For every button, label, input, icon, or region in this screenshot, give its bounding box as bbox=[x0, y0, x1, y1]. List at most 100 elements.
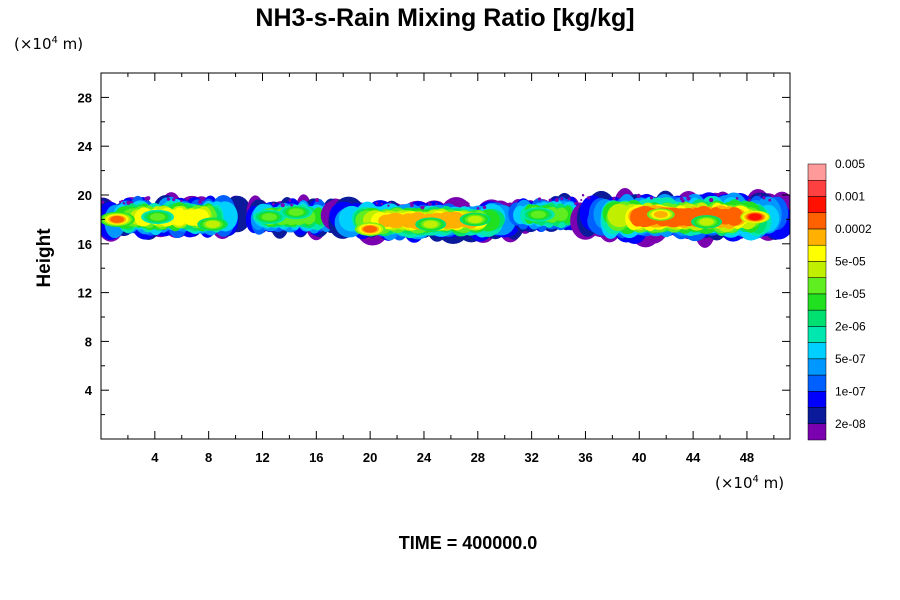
contour-speck bbox=[435, 202, 438, 205]
contour-peak bbox=[653, 210, 668, 219]
contour-peak bbox=[205, 220, 221, 228]
x-tick-label: 4 bbox=[151, 450, 159, 465]
colorbar-swatch bbox=[807, 261, 827, 278]
contour-peak bbox=[149, 213, 166, 221]
contour-speck bbox=[422, 205, 425, 208]
x-tick-label: 20 bbox=[363, 450, 377, 465]
x-unit-label: (×104 m) bbox=[715, 474, 784, 492]
colorbar-swatch bbox=[807, 244, 827, 262]
y-axis-label: Height bbox=[34, 228, 55, 288]
colorbar-swatch bbox=[807, 358, 827, 376]
contour-speck bbox=[775, 193, 779, 197]
contour-blob bbox=[554, 207, 568, 221]
colorbar-swatch bbox=[807, 179, 827, 197]
contour-speck bbox=[581, 193, 585, 197]
colorbar-swatch bbox=[807, 391, 827, 408]
contour-speck bbox=[315, 198, 320, 203]
colorbar-swatch bbox=[807, 326, 827, 343]
contour-speck bbox=[280, 203, 285, 208]
contour-peak bbox=[699, 218, 714, 226]
colorbar-label: 1e-05 bbox=[835, 287, 866, 301]
time-label: TIME = 400000.0 bbox=[399, 533, 538, 553]
x-tick-label: 12 bbox=[255, 450, 269, 465]
contour-speck bbox=[144, 196, 149, 201]
contour-speck bbox=[649, 196, 654, 200]
colorbar-swatch bbox=[807, 342, 827, 360]
x-tick-label: 44 bbox=[686, 450, 701, 465]
contour-speck bbox=[759, 194, 762, 197]
contour-speck bbox=[389, 201, 392, 204]
contour-speck bbox=[567, 197, 571, 201]
colorbar-label: 5e-07 bbox=[835, 352, 866, 366]
contour-peak bbox=[423, 220, 439, 228]
colorbar-label: 2e-08 bbox=[835, 417, 866, 431]
colorbar-swatch bbox=[807, 277, 827, 295]
contour-speck bbox=[587, 196, 591, 200]
x-tick-label: 48 bbox=[740, 450, 754, 465]
contour-peak bbox=[261, 213, 277, 221]
x-tick-label: 24 bbox=[417, 450, 432, 465]
contour-speck bbox=[101, 200, 105, 204]
contour-speck bbox=[636, 193, 641, 198]
contour-peak bbox=[288, 208, 304, 216]
colorbar: 2e-08 1e-07 5e-07 2e-06 1e-05 5e-05 0.0002 0.00… bbox=[807, 157, 872, 441]
contour-speck bbox=[180, 199, 183, 203]
contour-speck bbox=[537, 197, 542, 201]
contour-speck bbox=[747, 198, 751, 202]
contour-peak bbox=[363, 225, 378, 233]
colorbar-swatch bbox=[807, 423, 827, 441]
contour-speck bbox=[166, 197, 171, 201]
x-tick-label: 36 bbox=[578, 450, 592, 465]
contour-speck bbox=[387, 204, 390, 207]
colorbar-swatch bbox=[807, 374, 827, 392]
x-axis: 4 8 12 16 20 24 28 32 36 40 44 48 bbox=[127, 73, 775, 465]
plot-frame bbox=[100, 72, 791, 440]
contour-peak bbox=[530, 210, 546, 219]
colorbar-label: 0.0002 bbox=[835, 222, 872, 236]
contour-speck bbox=[476, 206, 480, 210]
plot-area bbox=[101, 73, 790, 439]
contour-blob bbox=[312, 207, 325, 225]
y-axis: 4 8 12 16 20 24 28 bbox=[78, 90, 790, 416]
contour-speck bbox=[574, 202, 578, 205]
contour-speck bbox=[290, 203, 294, 207]
contour-blob bbox=[725, 207, 744, 226]
x-tick-label: 32 bbox=[524, 450, 538, 465]
colorbar-swatch bbox=[807, 163, 827, 181]
colorbar-swatch bbox=[807, 228, 827, 246]
contour-peak bbox=[110, 215, 125, 223]
y-tick-label: 20 bbox=[78, 188, 92, 203]
contour-speck bbox=[681, 199, 685, 203]
contour-speck bbox=[554, 198, 559, 203]
y-tick-label: 24 bbox=[78, 139, 93, 154]
contour-peak bbox=[467, 215, 483, 224]
colorbar-swatch bbox=[807, 293, 827, 311]
contour-speck bbox=[122, 202, 126, 205]
colorbar-swatch bbox=[807, 212, 827, 230]
contour-speck bbox=[548, 198, 552, 202]
contour-speck bbox=[409, 203, 414, 208]
colorbar-label: 0.001 bbox=[835, 189, 865, 203]
y-unit-label: (×104 m) bbox=[14, 35, 83, 53]
contour-speck bbox=[198, 199, 202, 204]
colorbar-label: 2e-06 bbox=[835, 319, 866, 333]
contour-speck bbox=[380, 202, 383, 205]
contour-speck bbox=[130, 200, 133, 204]
x-tick-label: 8 bbox=[205, 450, 212, 465]
contour-speck bbox=[428, 202, 432, 206]
y-tick-label: 4 bbox=[85, 383, 93, 398]
contour-speck bbox=[709, 197, 714, 203]
contour-speck bbox=[375, 201, 379, 205]
x-tick-label: 16 bbox=[309, 450, 323, 465]
y-tick-label: 16 bbox=[78, 237, 92, 252]
chart-title: NH3-s-Rain Mixing Ratio [kg/kg] bbox=[255, 4, 634, 32]
contour-speck bbox=[482, 205, 487, 210]
contour-speck bbox=[735, 197, 739, 200]
contour-field bbox=[101, 188, 790, 248]
contour-speck bbox=[612, 196, 616, 200]
contour-speck bbox=[762, 196, 766, 200]
colorbar-label: 0.005 bbox=[835, 157, 865, 171]
contour-speck bbox=[686, 196, 691, 201]
contour-speck bbox=[271, 202, 275, 206]
